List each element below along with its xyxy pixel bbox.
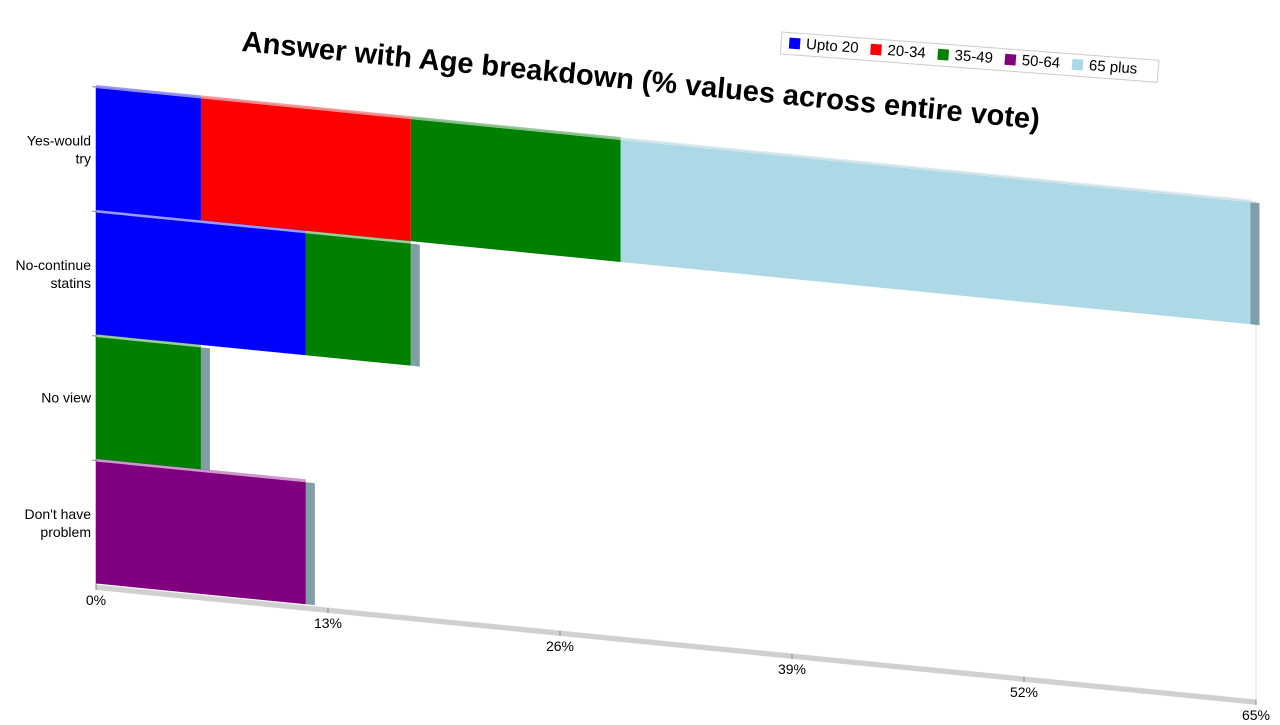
- bar-side: [1250, 202, 1259, 325]
- plot: [92, 85, 1259, 706]
- y-tick-label: No view: [41, 389, 92, 405]
- legend-swatch: [1072, 59, 1084, 71]
- bar-side: [306, 482, 315, 605]
- bar-side: [411, 244, 420, 367]
- bar-segment: [96, 337, 201, 469]
- x-tick-label: 65%: [1242, 707, 1270, 720]
- bar-segment: [306, 233, 411, 365]
- legend-label: 20-34: [887, 42, 927, 62]
- legend-label: 65 plus: [1088, 57, 1138, 78]
- bar-side: [201, 347, 210, 470]
- legend-label: 50-64: [1021, 52, 1061, 72]
- x-tick-label: 39%: [778, 661, 806, 677]
- legend-swatch: [789, 38, 801, 50]
- bar-segment: [201, 98, 411, 241]
- legend-swatch: [870, 44, 882, 56]
- bar-segment: [96, 88, 201, 220]
- legend-swatch: [1004, 54, 1016, 66]
- x-tick-label: 52%: [1010, 684, 1038, 700]
- bar-segment: [96, 462, 306, 605]
- legend-label: 35-49: [954, 47, 994, 67]
- legend-swatch: [937, 49, 949, 61]
- bar-segment: [621, 140, 1251, 324]
- x-tick-label: 0%: [86, 592, 106, 608]
- bar-segment: [96, 213, 306, 356]
- bar-segment: [411, 119, 621, 262]
- x-tick-label: 13%: [314, 615, 342, 631]
- x-tick-label: 26%: [546, 638, 574, 654]
- axis-floor: [96, 585, 1256, 705]
